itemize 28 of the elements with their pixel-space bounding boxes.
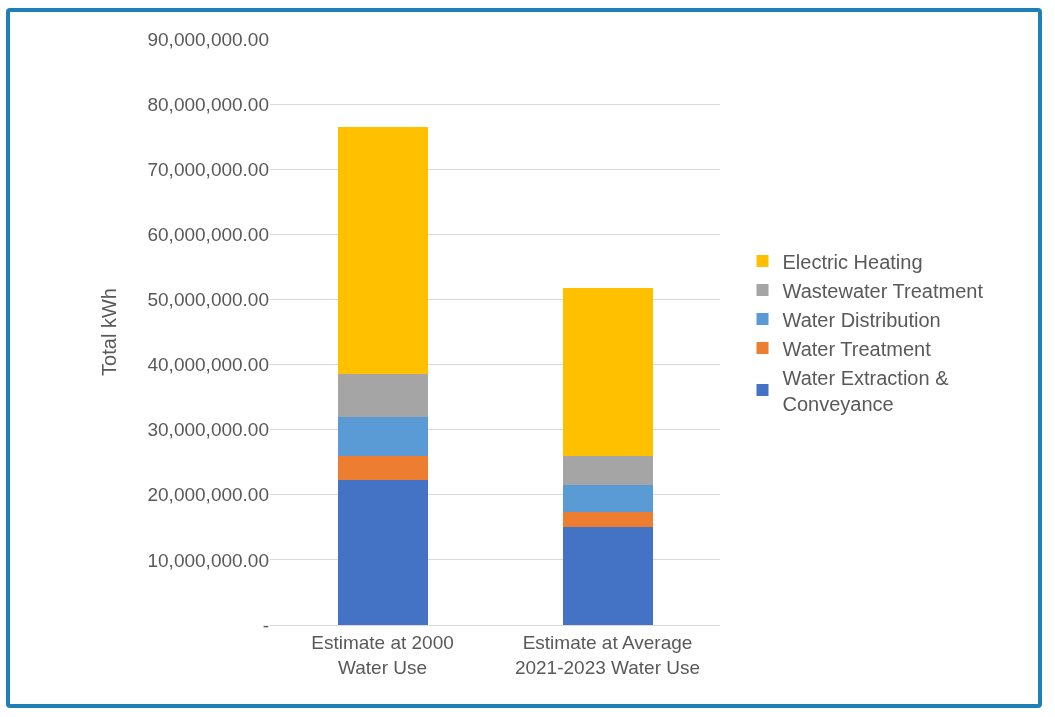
- legend-label: Electric Heating: [782, 250, 923, 273]
- y-tick-label: 80,000,000.00: [147, 93, 269, 115]
- bar: [337, 373, 428, 417]
- y-axis-title: Total kWh: [97, 288, 120, 376]
- y-tick-label: 60,000,000.00: [147, 223, 269, 245]
- y-tick-label: 70,000,000.00: [147, 158, 269, 180]
- legend-label: Water Treatment: [782, 337, 932, 360]
- x-tick-label: Estimate at Average 2021-2023 Water Use: [514, 631, 701, 678]
- bar: [337, 126, 428, 374]
- legend-label: Water Extraction & Conveyance: [782, 366, 950, 415]
- bar: [562, 511, 653, 528]
- x-tick-label: Estimate at 2000 Water Use: [311, 631, 454, 678]
- bar: [562, 527, 653, 625]
- legend-label: Wastewater Treatment: [782, 279, 984, 302]
- y-tick-label: 40,000,000.00: [147, 354, 269, 376]
- y-tick-label: 50,000,000.00: [147, 289, 269, 311]
- bar: [562, 455, 653, 486]
- bar: [562, 287, 653, 456]
- legend-label: Water Distribution: [782, 308, 941, 331]
- bar: [337, 455, 428, 480]
- y-tick-label: 10,000,000.00: [147, 549, 269, 571]
- y-tick-label: 20,000,000.00: [147, 484, 269, 506]
- bar: [337, 479, 428, 625]
- y-tick-label: 30,000,000.00: [147, 419, 269, 441]
- bar: [337, 416, 428, 456]
- y-tick-label: -: [262, 614, 269, 636]
- bar: [562, 485, 653, 512]
- y-tick-label: 90,000,000.00: [147, 28, 269, 50]
